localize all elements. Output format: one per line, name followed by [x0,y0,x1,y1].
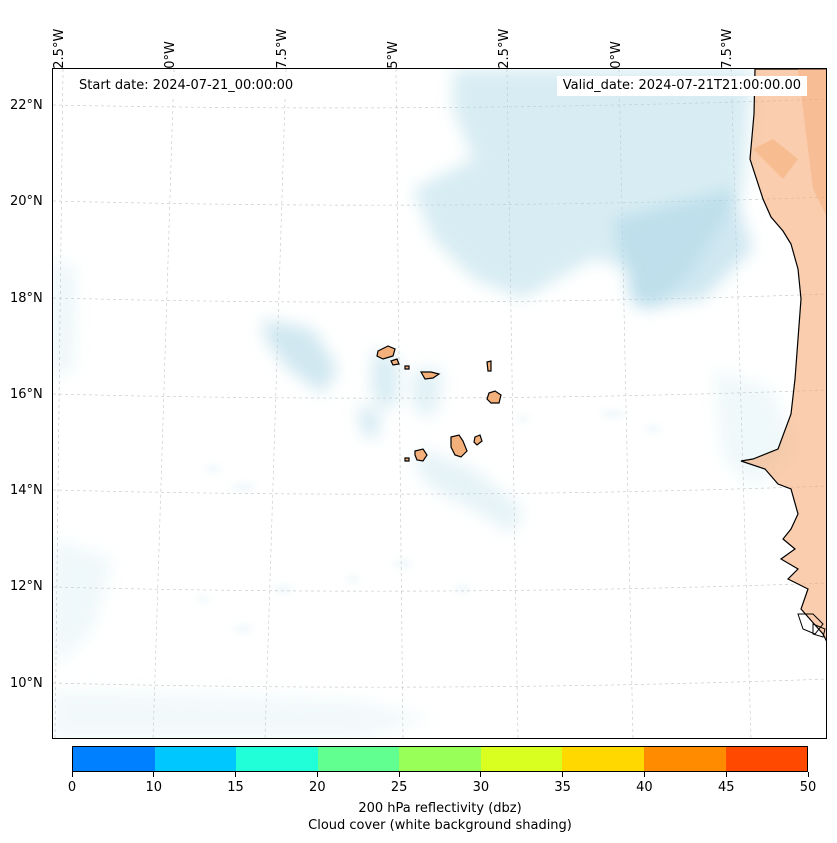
colorbar-subtitle: Cloud cover (white background shading) [308,818,572,833]
africa-coastline [740,69,826,642]
colorbar-tick-label: 15 [227,780,244,795]
colorbar-title: 200 hPa reflectivity (dbz) [358,801,522,816]
lat-label: 18°N [10,291,43,306]
colorbar-tick [316,772,318,777]
colorbar-segment [643,747,726,771]
colorbar-segment [236,747,318,771]
colorbar-tick [398,772,400,777]
colorbar-tick [153,772,155,777]
colorbar-segment [562,747,644,771]
colorbar-tick-label: 10 [145,780,163,795]
island-sao-vicente [390,358,400,366]
island-santiago [450,434,468,458]
colorbar-segment [399,747,481,771]
lat-label: 12°N [10,579,43,594]
island-boa-vista [486,390,502,404]
map-canvas [53,69,826,738]
island-brava [404,457,410,462]
map-panel[interactable] [52,68,827,739]
start-date-label: Start date: 2024-07-21_00:00:00 [73,76,300,96]
lat-label: 22°N [10,98,43,113]
colorbar-tick-label: 40 [636,780,653,795]
colorbar-tick-label: 45 [717,780,735,795]
island-sal [486,360,492,372]
colorbar-segment [317,747,400,771]
colorbar-tick-label: 50 [799,780,817,795]
colorbar-tick [480,772,482,777]
island-fogo [414,448,428,462]
colorbar-tick-label: 25 [390,780,408,795]
island-sao-nicolau [419,371,441,380]
colorbar-tick-label: 20 [309,780,326,795]
colorbar-tick-label: 0 [67,780,77,795]
cape-verde-islands [376,345,502,462]
colorbar-tick [562,772,564,777]
colorbar-tick [71,772,73,777]
lat-label: 14°N [10,483,43,498]
island-santa-luzia [404,365,410,370]
valid-date-label: Valid_date: 2024-07-21T21:00:00.00 [556,76,807,96]
colorbar-segment [154,747,237,771]
lat-label: 10°N [10,676,43,691]
colorbar-tick [235,772,237,777]
colorbar-tick [807,772,809,777]
colorbar-tick [725,772,727,777]
colorbar-segment [725,747,808,771]
colorbar-segment [73,747,155,771]
lat-label: 16°N [10,387,43,402]
island-santo-antao [376,345,396,360]
colorbar-tick-label: 35 [554,780,571,795]
colorbar-tick [643,772,645,777]
colorbar-tick-label: 30 [472,780,490,795]
cloud-cover-shading [53,69,793,738]
colorbar-segment [480,747,563,771]
lat-label: 20°N [10,194,43,209]
island-maio [473,434,483,446]
colorbar [72,746,808,772]
